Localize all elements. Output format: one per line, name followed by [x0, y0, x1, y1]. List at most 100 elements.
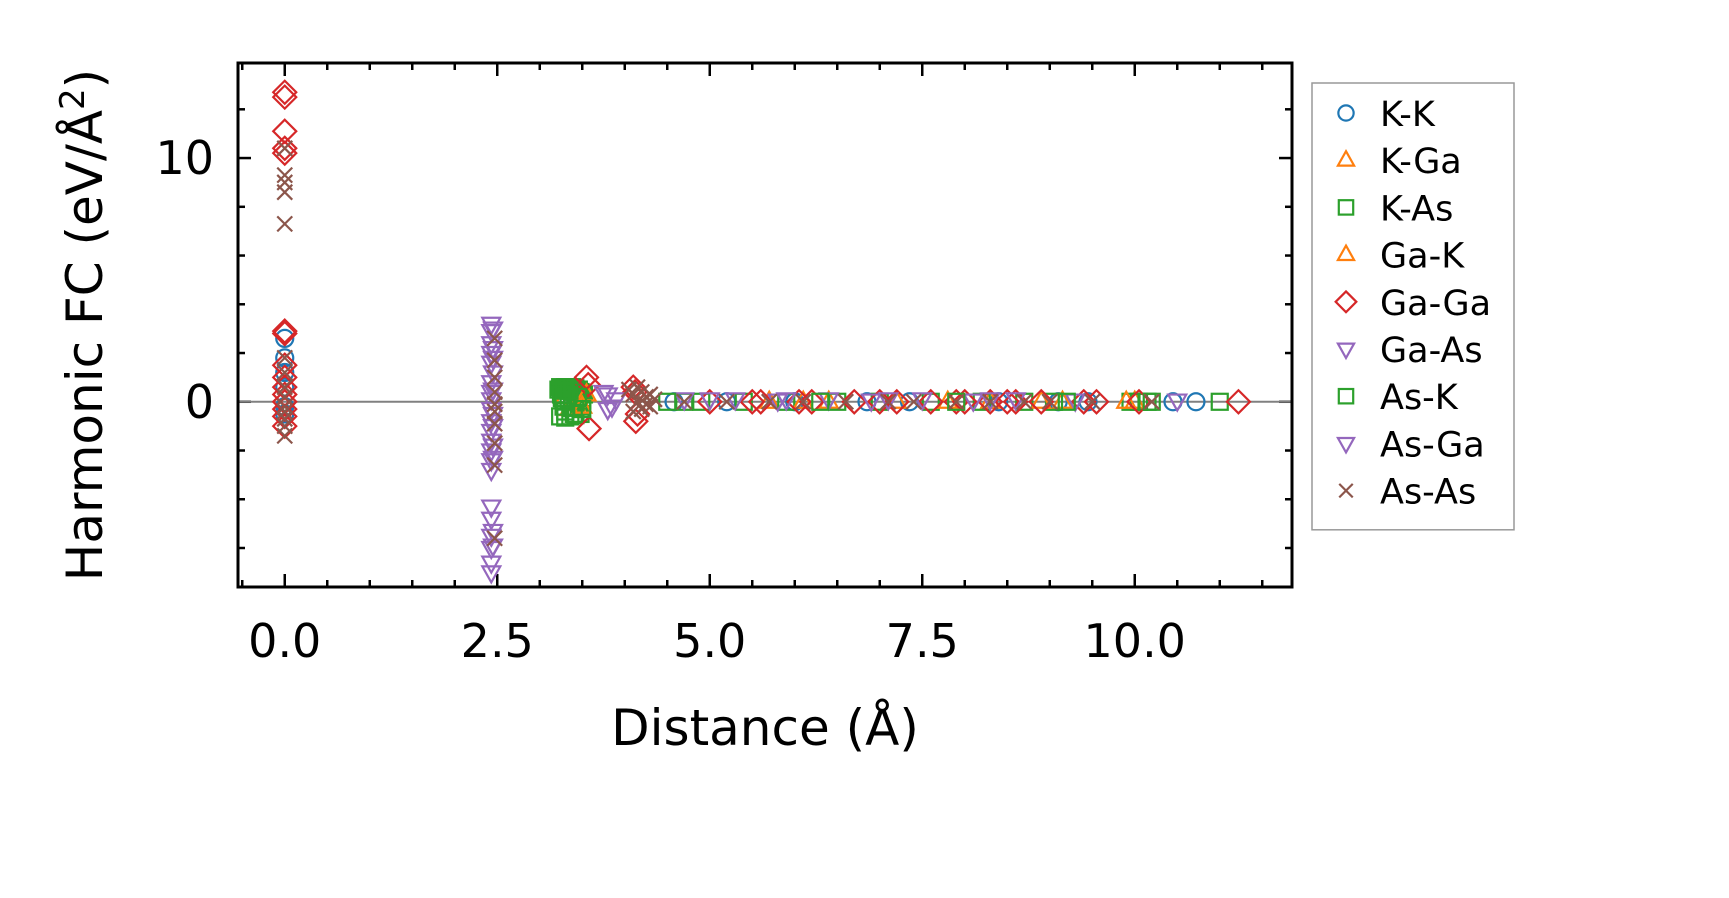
data-point — [747, 388, 774, 415]
data-point — [837, 393, 855, 411]
data-point — [482, 419, 504, 439]
series-ga-ga — [271, 79, 1252, 442]
data-point — [917, 388, 944, 415]
data-point — [276, 140, 294, 157]
y-tick-label: 10 — [155, 131, 214, 185]
data-point — [482, 438, 504, 458]
legend-label: As-K — [1380, 378, 1459, 418]
data-point — [486, 330, 503, 347]
data-point — [798, 388, 825, 415]
data-point — [1070, 388, 1097, 415]
legend-label: As-As — [1380, 473, 1476, 513]
data-point — [480, 392, 503, 412]
legend-label: Ga-Ga — [1380, 284, 1491, 324]
data-point — [883, 388, 910, 415]
data-point — [641, 398, 659, 415]
data-point — [658, 392, 677, 411]
axis-ticks — [238, 63, 1292, 587]
data-point — [271, 320, 298, 347]
legend-box — [1311, 82, 1515, 531]
y-axis-label-superscript: 2 — [53, 88, 93, 110]
data-point — [718, 393, 736, 411]
data-point — [947, 393, 965, 411]
data-point — [979, 392, 1002, 412]
data-point — [575, 415, 603, 442]
data-point — [575, 371, 602, 398]
data-point — [271, 118, 298, 145]
data-point — [1028, 388, 1055, 415]
data-point — [646, 391, 663, 408]
data-point — [1142, 392, 1161, 411]
data-point — [480, 511, 503, 532]
legend-label: Ga-K — [1380, 237, 1465, 277]
legend-label: K-As — [1380, 189, 1453, 229]
series-as-k — [551, 381, 1161, 424]
x-tick-label: 7.5 — [886, 614, 959, 668]
data-point — [1186, 392, 1206, 412]
data-point — [482, 350, 504, 371]
data-point — [624, 400, 651, 428]
data-point — [592, 384, 615, 405]
data-point — [486, 415, 503, 432]
data-point — [1225, 388, 1252, 415]
data-point — [480, 499, 503, 519]
data-point — [1143, 393, 1161, 411]
data-point — [724, 392, 747, 412]
data-point — [276, 410, 294, 428]
y-axis-label: Harmonic FC (eV/Å2) — [53, 69, 114, 581]
data-point — [486, 395, 503, 413]
legend-marker — [1336, 148, 1356, 167]
legend-marker — [1337, 104, 1355, 122]
legend-marker — [1336, 342, 1356, 361]
data-point — [276, 183, 294, 201]
data-point — [698, 392, 721, 412]
data-point — [596, 401, 619, 422]
data-point — [271, 84, 298, 111]
data-points — [271, 79, 1252, 585]
series-as-as — [276, 140, 1161, 547]
data-point — [276, 427, 294, 445]
data-point — [905, 393, 923, 411]
x-tick-label: 2.5 — [461, 614, 534, 668]
data-point — [1030, 389, 1053, 409]
data-point — [276, 364, 294, 381]
x-tick-label: 0.0 — [248, 614, 321, 668]
legend-marker — [1337, 199, 1355, 216]
y-tick-label: 0 — [185, 375, 214, 429]
data-point — [486, 434, 503, 452]
data-point — [739, 388, 766, 415]
x-tick-label: 10.0 — [1084, 614, 1186, 668]
data-point — [276, 398, 294, 415]
data-point — [271, 79, 298, 106]
data-point — [675, 393, 693, 411]
legend-label: K-K — [1380, 95, 1436, 135]
data-point — [1004, 392, 1027, 412]
legend-label: As-Ga — [1380, 425, 1485, 465]
data-point — [568, 387, 588, 406]
legend-marker — [1338, 483, 1354, 499]
data-point — [482, 341, 504, 361]
tick-labels: 0.0 2.5 5.0 7.5 10.0 0 10 — [155, 131, 1186, 668]
legend: K-K K-Ga K-As Ga-K Ga-Ga Ga-As As-K As-Ga As-As — [1311, 82, 1515, 531]
data-point — [486, 369, 503, 386]
x-axis-label: Distance (Å) — [611, 699, 919, 757]
data-point — [860, 393, 883, 413]
legend-label: K-Ga — [1380, 142, 1462, 182]
data-point — [673, 392, 696, 412]
data-point — [596, 387, 619, 407]
data-point — [879, 393, 897, 411]
legend-marker — [1334, 289, 1358, 314]
data-point — [271, 140, 298, 167]
data-point — [486, 403, 503, 420]
data-point — [951, 388, 978, 415]
data-point — [486, 456, 503, 474]
y-axis-label-main: Harmonic FC (eV/Å — [56, 110, 114, 581]
data-point — [271, 413, 298, 440]
series-ga-as — [480, 316, 1087, 585]
data-point — [480, 555, 503, 575]
data-point — [271, 318, 298, 345]
data-point — [1041, 393, 1059, 411]
data-point — [947, 392, 966, 411]
data-point — [276, 215, 294, 233]
